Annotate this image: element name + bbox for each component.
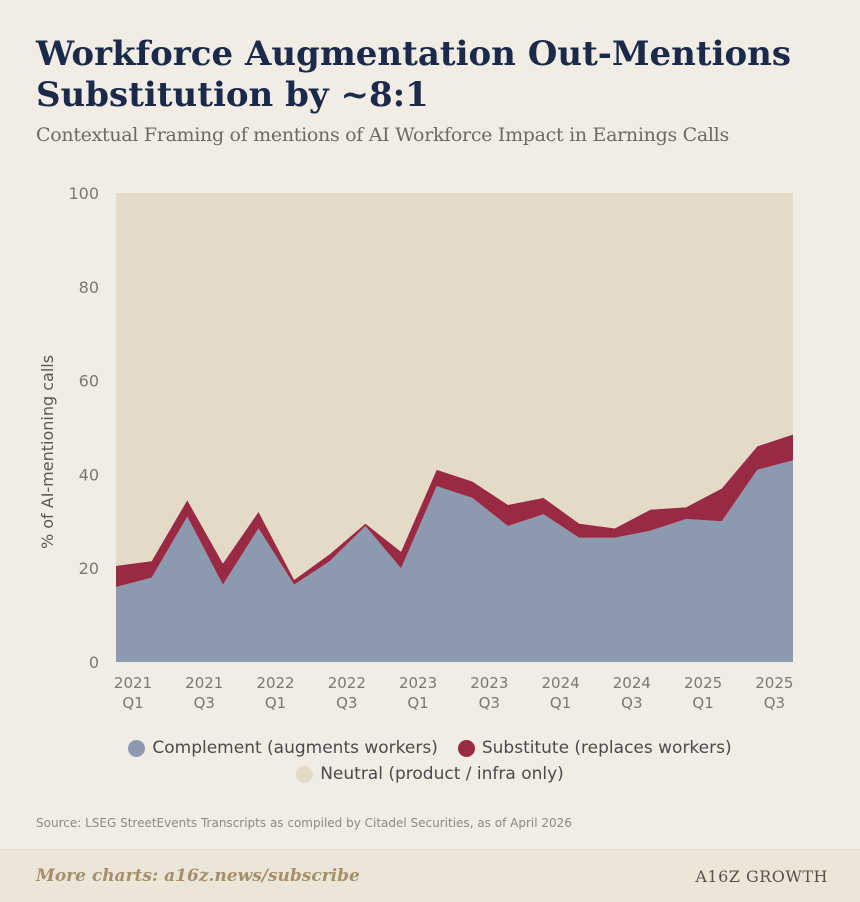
x-tick-year: 2024: [541, 674, 579, 692]
footer-bar: More charts: a16z.news/subscribe A16Z GR…: [0, 849, 860, 902]
x-tick-quarter: Q3: [764, 694, 785, 712]
area-substitute: [116, 434, 793, 587]
brand-logo: A16Z GROWTH: [695, 867, 828, 886]
x-tick-quarter: Q1: [692, 694, 713, 712]
chart-title: Workforce Augmentation Out-Mentions Subs…: [36, 34, 792, 115]
legend-item-substitute: Substitute (replaces workers): [457, 738, 732, 758]
x-tick-year: 2025: [684, 674, 722, 692]
x-tick-year: 2023: [399, 674, 437, 692]
legend-item-neutral: Neutral (product / infra only): [296, 764, 564, 784]
x-tick-year: 2025: [755, 674, 793, 692]
y-tick-label: 100: [68, 184, 99, 203]
source-note: Source: LSEG StreetEvents Transcripts as…: [36, 816, 572, 830]
area-neutral: [116, 193, 793, 580]
legend-swatch-substitute: [457, 739, 475, 757]
legend-swatch-neutral: [296, 765, 314, 783]
legend-item-complement: Complement (augments workers): [128, 738, 438, 758]
x-tick-year: 2021: [185, 674, 223, 692]
x-tick-quarter: Q1: [265, 694, 286, 712]
stacked-area-chart: 0 20 40 60 80 100 2021 Q1 2021 Q3 2022 Q1 2022 Q3 202…: [38, 184, 793, 712]
y-tick-label: 40: [79, 465, 99, 484]
y-tick-label: 20: [79, 559, 99, 578]
legend: Complement (augments workers) Substitute…: [0, 738, 860, 790]
legend-label-complement: Complement (augments workers): [152, 738, 438, 758]
chart-subtitle: Contextual Framing of mentions of AI Wor…: [36, 124, 729, 146]
y-tick-label: 80: [79, 278, 99, 297]
x-tick-quarter: Q1: [122, 694, 143, 712]
x-tick-year: 2023: [470, 674, 508, 692]
subscribe-link[interactable]: More charts: a16z.news/subscribe: [36, 866, 360, 886]
legend-label-neutral: Neutral (product / infra only): [320, 764, 564, 784]
x-tick-year: 2022: [328, 674, 366, 692]
x-tick-year: 2024: [613, 674, 651, 692]
y-tick-label: 60: [79, 372, 99, 391]
x-tick-year: 2021: [114, 674, 152, 692]
x-tick-quarter: Q3: [621, 694, 642, 712]
x-tick-quarter: Q3: [479, 694, 500, 712]
legend-swatch-complement: [128, 739, 146, 757]
x-tick-quarter: Q3: [336, 694, 357, 712]
x-tick-quarter: Q1: [550, 694, 571, 712]
x-tick-quarter: Q1: [407, 694, 428, 712]
area-complement: [116, 460, 793, 662]
x-tick-year: 2022: [256, 674, 294, 692]
y-tick-label: 0: [89, 653, 99, 672]
legend-label-substitute: Substitute (replaces workers): [481, 738, 732, 758]
x-tick-quarter: Q3: [194, 694, 215, 712]
y-axis-label: % of AI-mentioning calls: [38, 355, 57, 549]
